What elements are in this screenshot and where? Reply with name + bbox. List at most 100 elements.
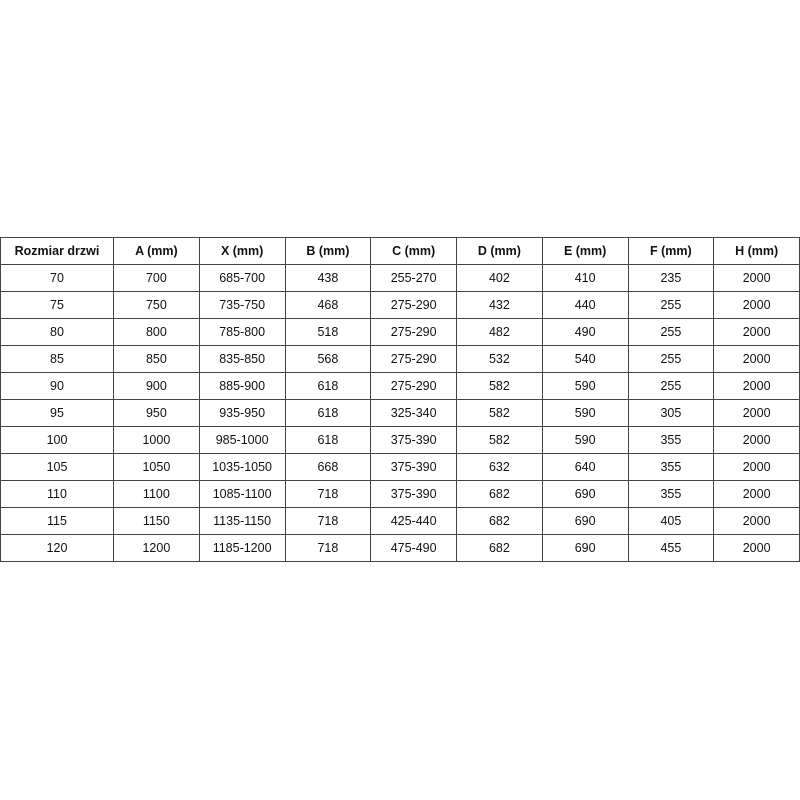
table-cell: 850 <box>113 345 200 373</box>
table-cell: 255 <box>627 318 715 346</box>
column-header: B (mm) <box>284 237 372 265</box>
table-cell: 405 <box>627 507 715 535</box>
table-cell: 685-700 <box>198 264 286 292</box>
table-cell: 950 <box>113 399 200 427</box>
table-cell: 432 <box>456 291 543 319</box>
table-row: 100 1000 985-1000 618 375-390 582 590 355 2000 <box>0 426 800 454</box>
table-cell: 718 <box>284 507 372 535</box>
table-cell: 325-340 <box>370 399 457 427</box>
table-cell: 410 <box>541 264 629 292</box>
table-cell: 275-290 <box>370 291 457 319</box>
table-cell: 110 <box>0 480 114 508</box>
table-row: 90 900 885-900 618 275-290 582 590 255 2000 <box>0 372 800 400</box>
table-cell: 718 <box>284 534 372 562</box>
table-cell: 1200 <box>113 534 200 562</box>
table-cell: 2000 <box>713 291 800 319</box>
table-cell: 2000 <box>713 345 800 373</box>
column-header: E (mm) <box>541 237 629 265</box>
table-cell: 618 <box>284 372 372 400</box>
table-cell: 455 <box>627 534 715 562</box>
table-cell: 718 <box>284 480 372 508</box>
table-row: 75 750 735-750 468 275-290 432 440 255 2000 <box>0 291 800 319</box>
table-cell: 2000 <box>713 426 800 454</box>
table-row: 85 850 835-850 568 275-290 532 540 255 2000 <box>0 345 800 373</box>
table-cell: 275-290 <box>370 372 457 400</box>
table-cell: 375-390 <box>370 453 457 481</box>
column-header: C (mm) <box>370 237 457 265</box>
table-cell: 305 <box>627 399 715 427</box>
table-cell: 120 <box>0 534 114 562</box>
table-cell: 355 <box>627 480 715 508</box>
table-cell: 540 <box>541 345 629 373</box>
table-cell: 2000 <box>713 372 800 400</box>
table-cell: 402 <box>456 264 543 292</box>
table-cell: 582 <box>456 372 543 400</box>
table-cell: 1100 <box>113 480 200 508</box>
column-header: D (mm) <box>456 237 543 265</box>
table-cell: 95 <box>0 399 114 427</box>
table-cell: 682 <box>456 534 543 562</box>
table-cell: 690 <box>541 480 629 508</box>
table-row: 115 1150 1135-1150 718 425-440 682 690 405 2000 <box>0 507 800 535</box>
table-cell: 75 <box>0 291 114 319</box>
table-cell: 2000 <box>713 453 800 481</box>
table-cell: 255 <box>627 345 715 373</box>
table-cell: 255-270 <box>370 264 457 292</box>
table-cell: 985-1000 <box>198 426 286 454</box>
table-cell: 682 <box>456 507 543 535</box>
table-cell: 90 <box>0 372 114 400</box>
table-cell: 425-440 <box>370 507 457 535</box>
table-cell: 490 <box>541 318 629 346</box>
table-cell: 700 <box>113 264 200 292</box>
table-row: 80 800 785-800 518 275-290 482 490 255 2000 <box>0 318 800 346</box>
table-cell: 1050 <box>113 453 200 481</box>
table-cell: 900 <box>113 372 200 400</box>
table-cell: 532 <box>456 345 543 373</box>
column-header: F (mm) <box>627 237 715 265</box>
table-cell: 255 <box>627 372 715 400</box>
table-cell: 1185-1200 <box>198 534 286 562</box>
table-cell: 750 <box>113 291 200 319</box>
table-cell: 85 <box>0 345 114 373</box>
table-cell: 475-490 <box>370 534 457 562</box>
table-cell: 438 <box>284 264 372 292</box>
table-cell: 482 <box>456 318 543 346</box>
table-cell: 2000 <box>713 318 800 346</box>
table-cell: 275-290 <box>370 345 457 373</box>
table-cell: 440 <box>541 291 629 319</box>
table-row: 120 1200 1185-1200 718 475-490 682 690 455 2000 <box>0 534 800 562</box>
table-cell: 632 <box>456 453 543 481</box>
table-cell: 468 <box>284 291 372 319</box>
column-header: Rozmiar drzwi <box>0 237 114 265</box>
table-cell: 640 <box>541 453 629 481</box>
table-cell: 80 <box>0 318 114 346</box>
table-cell: 582 <box>456 399 543 427</box>
table-cell: 518 <box>284 318 372 346</box>
table-cell: 355 <box>627 453 715 481</box>
table-row: 95 950 935-950 618 325-340 582 590 305 2000 <box>0 399 800 427</box>
table-cell: 785-800 <box>198 318 286 346</box>
table-row: 70 700 685-700 438 255-270 402 410 235 2000 <box>0 264 800 292</box>
table-row: 110 1100 1085-1100 718 375-390 682 690 355 2000 <box>0 480 800 508</box>
table-cell: 2000 <box>713 264 800 292</box>
column-header: X (mm) <box>198 237 286 265</box>
table-cell: 568 <box>284 345 372 373</box>
table-cell: 690 <box>541 507 629 535</box>
table-cell: 1035-1050 <box>198 453 286 481</box>
table-cell: 115 <box>0 507 114 535</box>
table-row: 105 1050 1035-1050 668 375-390 632 640 355 2000 <box>0 453 800 481</box>
table-cell: 682 <box>456 480 543 508</box>
table-cell: 355 <box>627 426 715 454</box>
table-cell: 735-750 <box>198 291 286 319</box>
table-cell: 690 <box>541 534 629 562</box>
table-cell: 1085-1100 <box>198 480 286 508</box>
table-cell: 618 <box>284 399 372 427</box>
table-cell: 2000 <box>713 480 800 508</box>
table-cell: 70 <box>0 264 114 292</box>
table-cell: 1135-1150 <box>198 507 286 535</box>
table-cell: 885-900 <box>198 372 286 400</box>
table-cell: 582 <box>456 426 543 454</box>
column-header: H (mm) <box>713 237 800 265</box>
table-cell: 2000 <box>713 507 800 535</box>
table-cell: 668 <box>284 453 372 481</box>
